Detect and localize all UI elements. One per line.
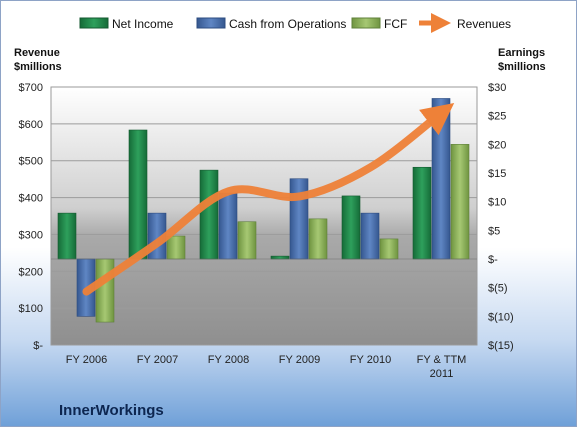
bar-net-income [199,169,219,260]
left-axis-title-line1: Revenue [14,47,60,59]
legend-item-cash-from-operations[interactable]: Cash from Operations [196,17,346,31]
right-axis-tick-label: $30 [488,82,506,94]
right-axis-tick-label: $20 [488,139,506,151]
legend-item-net-income[interactable]: Net Income [79,17,174,31]
bar-fcf [308,218,328,260]
legend: Net Income Cash from Operations FCF Reve… [79,13,511,33]
right-axis-tick-label: $5 [488,225,500,237]
left-axis-tick-label: $400 [19,193,43,205]
left-axis-tick-label: $600 [19,119,43,131]
company-name: InnerWorkings [59,402,164,419]
x-axis-label: FY 2010 [350,354,391,366]
left-axis-tick-label: $200 [19,266,43,278]
bar-net-income [128,129,148,260]
bar-fcf [237,221,257,260]
left-axis-ticks: $700 $600 $500 $400 $300 $200 $100 $- [19,82,44,352]
legend-label-fcf: FCF [384,17,407,31]
right-axis-tick-label: $10 [488,197,506,209]
x-axis-label: FY & TTM 2011 [417,354,467,380]
legend-swatch-fcf [351,17,381,29]
bar-net-income [341,195,361,260]
right-axis-tick-label: $25 [488,111,506,123]
bar-cash-from-operations [289,178,309,260]
bar-net-income [270,255,290,260]
left-axis-title-line2: $millions [14,61,62,73]
right-axis-tick-label: $(10) [488,311,514,323]
legend-swatch-net-income [79,17,109,29]
right-axis-ticks: $30 $25 $20 $15 $10 $5 $- $(5) $(10) $(15) [488,82,514,352]
right-axis-tick-label: $- [488,254,498,266]
x-axis-label: FY 2009 [279,354,320,366]
bar-fcf [166,235,186,260]
right-axis-tick-label: $(5) [488,283,508,295]
left-axis-tick-label: $500 [19,156,43,168]
bar-cash-from-operations [360,212,380,260]
bar-net-income [57,212,77,260]
bar-fcf [379,238,399,260]
bar-fcf [95,258,115,323]
right-axis-tick-label: $(15) [488,340,514,352]
plot-area [50,86,478,346]
x-axis-label: FY 2006 [66,354,107,366]
bar-net-income [412,166,432,260]
left-axis-tick-label: $300 [19,229,43,241]
x-axis-label: FY 2007 [137,354,178,366]
legend-item-revenues[interactable]: Revenues [419,13,511,33]
legend-item-fcf[interactable]: FCF [351,17,407,31]
right-axis-title-line2: $millions [498,61,546,73]
right-axis-title-line1: Earnings [498,47,545,59]
left-axis-tick-label: $700 [19,82,43,94]
right-axis-tick-label: $15 [488,168,506,180]
x-axis-labels: FY 2006 FY 2007 FY 2008 FY 2009 FY 2010 FY & … [66,354,467,380]
bar-cash-from-operations [218,192,238,260]
left-axis-tick-label: $- [33,340,43,352]
legend-swatch-cash-from-operations [196,17,226,29]
legend-label-cash-from-operations: Cash from Operations [229,17,346,31]
gridlines [51,123,477,309]
bar-fcf [450,144,470,260]
legend-label-revenues: Revenues [457,17,511,31]
x-axis-label: FY 2008 [208,354,249,366]
revenue-line-group [82,103,455,296]
legend-label-net-income: Net Income [112,17,174,31]
revenue-line [82,103,455,296]
left-axis-tick-label: $100 [19,303,43,315]
